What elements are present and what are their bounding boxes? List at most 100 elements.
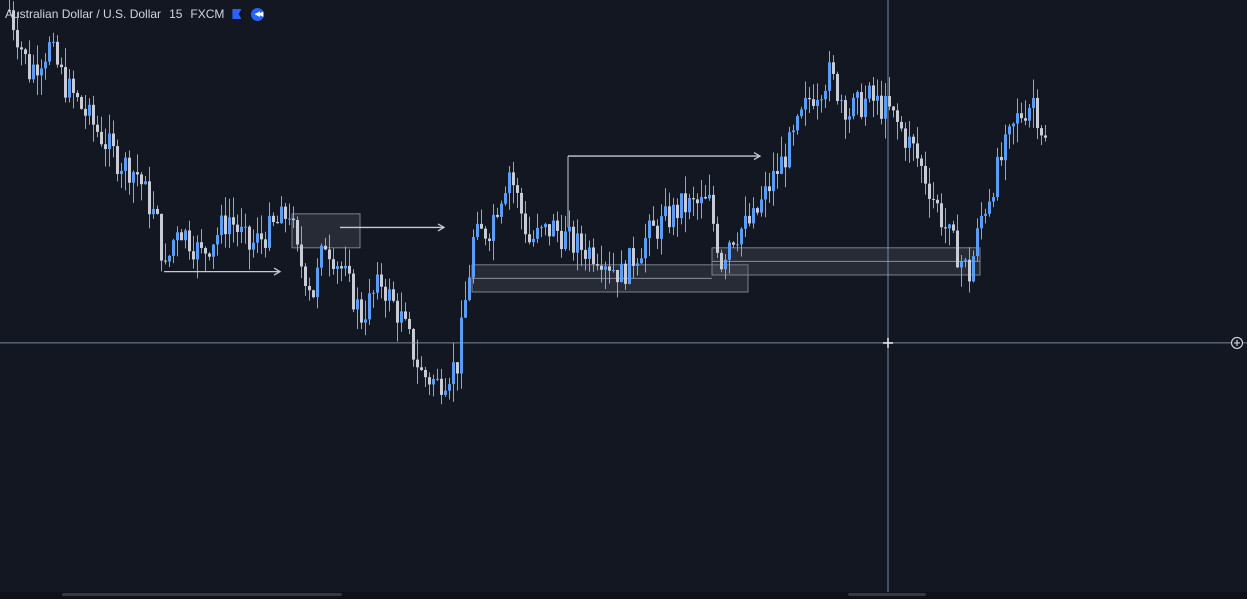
candle-body [244, 226, 247, 228]
candle-body [240, 226, 243, 233]
candle-body [596, 264, 599, 266]
candle-body [412, 329, 415, 360]
candle-body [996, 156, 999, 198]
candle-body [632, 248, 635, 266]
candle-body [616, 270, 619, 283]
candle-body [692, 198, 695, 200]
candle-body [332, 259, 335, 270]
candle-body [548, 224, 551, 237]
candle-body [356, 299, 359, 310]
replay-icon[interactable]: ◀◀ [251, 7, 265, 21]
candle-body [748, 215, 751, 224]
candle-body [592, 247, 595, 265]
candle-body [376, 274, 379, 293]
candle-body [272, 215, 275, 223]
candle-body [120, 170, 123, 175]
candle-body [228, 217, 231, 235]
candle-body [116, 146, 119, 175]
time-scrollbar[interactable] [0, 592, 1247, 599]
candle-body [784, 156, 787, 168]
candle-body [224, 215, 227, 235]
candle-body [180, 232, 183, 241]
candle-body [112, 133, 115, 147]
symbol-legend[interactable]: Australian Dollar / U.S. Dollar 15 FXCM … [5, 6, 265, 22]
candle-body [84, 108, 87, 116]
candle-body [816, 100, 819, 106]
candle-body [904, 128, 907, 148]
candle-body [192, 251, 195, 260]
candle-body [512, 172, 515, 186]
candle-body [1000, 156, 1003, 161]
candle-body [896, 110, 899, 122]
scrollbar-thumb[interactable] [62, 593, 342, 596]
candle-body [824, 90, 827, 100]
candle-body [812, 99, 815, 106]
candle-body [1008, 126, 1011, 135]
candle-body [536, 227, 539, 239]
candle-body [280, 206, 283, 224]
candle-body [792, 130, 795, 133]
candle-body [840, 100, 843, 102]
candle-body [712, 194, 715, 224]
flag-icon[interactable] [232, 9, 242, 19]
candle-body [828, 62, 831, 91]
candle-body [924, 165, 927, 184]
candle-body [960, 260, 963, 268]
candle-body [532, 238, 535, 243]
candle-body [44, 61, 47, 69]
candle-body [56, 41, 59, 65]
candle-body [360, 299, 363, 323]
candle-body [796, 116, 799, 131]
candle-body [396, 300, 399, 323]
candle-body [1032, 97, 1035, 109]
candle-body [916, 143, 919, 159]
candle-body [448, 384, 451, 391]
candle-body [612, 270, 615, 272]
candle-body [728, 242, 731, 260]
candle-body [460, 317, 463, 374]
candle-body [584, 249, 587, 259]
candle-body [988, 201, 991, 214]
candle-body [236, 224, 239, 233]
candle-body [92, 104, 95, 125]
candle-body [8, 10, 11, 11]
candle-body [1016, 113, 1019, 124]
candle-body [504, 193, 507, 204]
candle-body [320, 245, 323, 268]
candle-body [684, 193, 687, 213]
candle-body [204, 247, 207, 254]
candle-body [380, 274, 383, 287]
candle-body [764, 186, 767, 200]
candle-body [1020, 113, 1023, 119]
candle-body [708, 194, 711, 199]
candle-body [908, 136, 911, 148]
candle-body [860, 92, 863, 117]
candle-body [980, 215, 983, 229]
candle-body [640, 258, 643, 264]
candle-body [252, 242, 255, 250]
candle-body [176, 232, 179, 241]
candle-body [576, 233, 579, 253]
candle-body [760, 199, 763, 213]
candle-body [888, 96, 891, 107]
candle-body [216, 235, 219, 245]
candle-body [516, 185, 519, 193]
candle-body [1044, 135, 1047, 138]
candle-body [676, 204, 679, 219]
candle-body [984, 213, 987, 216]
candle-body [900, 121, 903, 129]
candle-body [1036, 97, 1039, 129]
candle-body [464, 300, 467, 318]
candle-body [672, 204, 675, 228]
candle-body [644, 238, 647, 259]
candle-body [964, 259, 967, 261]
candle-body [432, 379, 435, 385]
candle-body [160, 213, 163, 261]
candle-body [1028, 108, 1031, 121]
candle-body [308, 285, 311, 291]
symbol-name: Australian Dollar / U.S. Dollar [5, 7, 162, 21]
candle-body [88, 104, 91, 116]
candle-body [72, 78, 75, 93]
